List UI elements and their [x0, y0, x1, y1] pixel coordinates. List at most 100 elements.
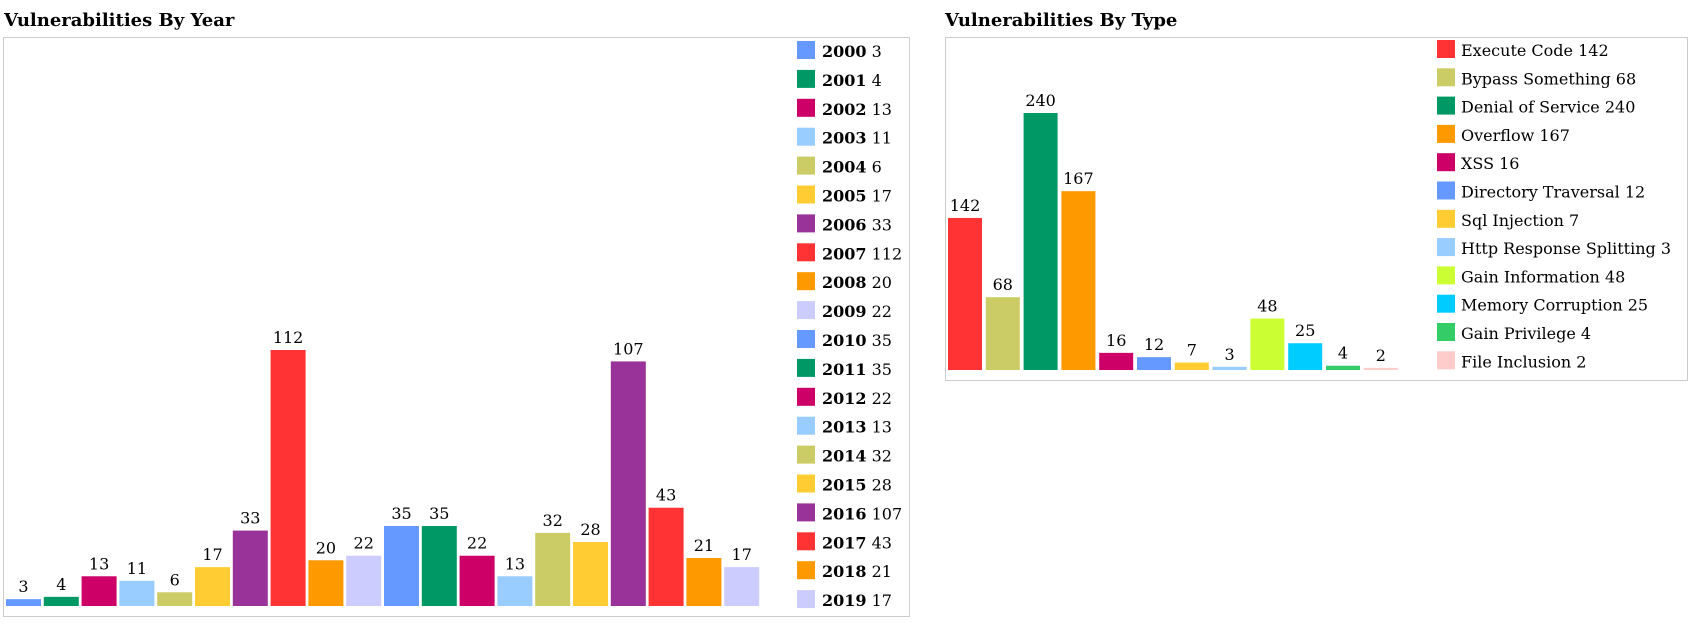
legend-value-2008: 20 [867, 273, 892, 292]
data-label-2000: 3 [18, 577, 28, 596]
data-label-2019: 17 [732, 545, 752, 564]
legend-value-2016: 107 [867, 504, 903, 523]
data-label-2003: 11 [127, 559, 147, 578]
bar-2017 [648, 507, 684, 606]
data-label-memory-corruption: 25 [1295, 321, 1315, 340]
data-label-2001: 4 [56, 575, 66, 594]
legend-value-sql-injection: 7 [1564, 211, 1579, 230]
legend-swatch-2012 [797, 387, 815, 406]
legend-swatch-gain-privilege [1437, 323, 1455, 341]
legend-entry-2009: 2009 22 [822, 302, 892, 321]
legend-entry-sql-injection: Sql Injection 7 [1461, 211, 1579, 230]
legend-entry-2004: 2004 6 [822, 158, 882, 177]
legend-value-overflow: 167 [1534, 126, 1570, 145]
legend-entry-http-response-splitting: Http Response Splitting 3 [1461, 239, 1671, 258]
data-label-2008: 20 [316, 538, 336, 557]
legend-entry-2005: 2005 17 [822, 187, 892, 206]
data-label-2006: 33 [240, 509, 260, 528]
bar-2007 [270, 350, 306, 606]
bar-2000 [6, 599, 41, 606]
data-label-2013: 13 [505, 554, 525, 573]
legend-value-2014: 32 [867, 447, 892, 466]
legend-value-2006: 33 [867, 215, 892, 234]
legend-entry-2010: 2010 35 [822, 331, 892, 350]
data-label-2007: 112 [273, 328, 304, 347]
legend-entry-memory-corruption: Memory Corruption 25 [1461, 296, 1648, 315]
legend-swatch-2011 [797, 358, 815, 377]
legend-swatch-2006 [797, 214, 815, 233]
legend-label-execute-code: Execute Code [1461, 41, 1573, 60]
legend-value-2011: 35 [867, 360, 892, 379]
legend-swatch-2002 [797, 98, 815, 117]
legend-value-memory-corruption: 25 [1623, 296, 1648, 315]
chart-title-by-year: Vulnerabilities By Year [4, 10, 235, 31]
legend-swatch-2015 [797, 474, 815, 493]
bar-xss [1099, 352, 1134, 370]
data-label-2005: 17 [202, 545, 222, 564]
chart-title-by-type: Vulnerabilities By Type [945, 10, 1178, 31]
legend-label-http-response-splitting: Http Response Splitting [1461, 239, 1656, 258]
legend-swatch-2009 [797, 301, 815, 320]
legend-swatch-file-inclusion [1437, 351, 1455, 370]
data-label-bypass-something: 68 [993, 275, 1013, 294]
legend-label-2006: 2006 [822, 215, 867, 234]
legend-value-2012: 22 [867, 389, 892, 408]
legend-label-2009: 2009 [822, 302, 867, 321]
data-label-file-inclusion: 2 [1376, 346, 1386, 365]
legend-swatch-denial-of-service [1437, 96, 1455, 115]
legend-value-gain-information: 48 [1600, 267, 1625, 286]
legend-entry-gain-information: Gain Information 48 [1461, 267, 1625, 286]
data-label-http-response-splitting: 3 [1225, 345, 1235, 364]
legend-value-2001: 4 [867, 71, 882, 90]
legend-swatch-overflow [1437, 124, 1455, 143]
legend-swatch-2017 [797, 532, 815, 551]
legend-swatch-2005 [797, 185, 815, 204]
bar-2008 [308, 560, 344, 606]
legend-entry-2000: 2000 3 [822, 42, 882, 61]
legend-entry-2012: 2012 22 [822, 389, 892, 408]
data-label-2016: 107 [613, 339, 644, 358]
legend-label-2005: 2005 [822, 187, 867, 206]
bar-gain-privilege [1326, 365, 1360, 370]
legend-value-2009: 22 [867, 302, 892, 321]
legend-label-gain-information: Gain Information [1461, 267, 1600, 286]
legend-swatch-2019 [797, 590, 815, 609]
legend-label-2010: 2010 [822, 331, 867, 350]
legend-value-2015: 28 [867, 476, 892, 495]
data-label-directory-traversal: 12 [1144, 335, 1164, 354]
legend-label-gain-privilege: Gain Privilege [1461, 324, 1576, 343]
legend-label-2002: 2002 [822, 100, 867, 119]
data-label-2004: 6 [170, 570, 180, 589]
bar-2002 [81, 576, 117, 606]
legend-value-file-inclusion: 2 [1571, 352, 1586, 371]
legend-entry-gain-privilege: Gain Privilege 4 [1461, 324, 1591, 343]
legend-entry-denial-of-service: Denial of Service 240 [1461, 98, 1635, 117]
legend-entry-2006: 2006 33 [822, 215, 892, 234]
legend-value-2010: 35 [867, 331, 892, 350]
legend-swatch-2018 [797, 561, 815, 580]
legend-swatch-execute-code [1437, 40, 1455, 58]
legend-entry-2018: 2018 21 [822, 562, 892, 581]
legend-entry-xss: XSS 16 [1461, 154, 1519, 173]
data-label-gain-information: 48 [1257, 297, 1277, 316]
legend-label-2008: 2008 [822, 273, 867, 292]
legend-label-2017: 2017 [822, 533, 867, 552]
legend-value-http-response-splitting: 3 [1656, 239, 1671, 258]
bar-2019 [724, 567, 760, 606]
legend-label-2007: 2007 [822, 244, 867, 263]
legend-value-bypass-something: 68 [1611, 69, 1636, 88]
legend-swatch-sql-injection [1437, 209, 1455, 228]
legend-entry-directory-traversal: Directory Traversal 12 [1461, 183, 1645, 202]
bar-2013 [497, 576, 533, 606]
legend-swatch-memory-corruption [1437, 294, 1455, 313]
bar-http-response-splitting [1212, 366, 1247, 370]
data-label-2010: 35 [391, 504, 411, 523]
legend-swatch-2004 [797, 156, 815, 175]
bar-2003 [119, 580, 155, 606]
legend-label-memory-corruption: Memory Corruption [1461, 296, 1623, 315]
legend-label-file-inclusion: File Inclusion [1461, 352, 1571, 371]
legend-value-2005: 17 [867, 187, 892, 206]
legend-entry-overflow: Overflow 167 [1461, 126, 1570, 145]
legend-swatch-gain-information [1437, 266, 1455, 285]
bar-2012 [459, 555, 495, 606]
